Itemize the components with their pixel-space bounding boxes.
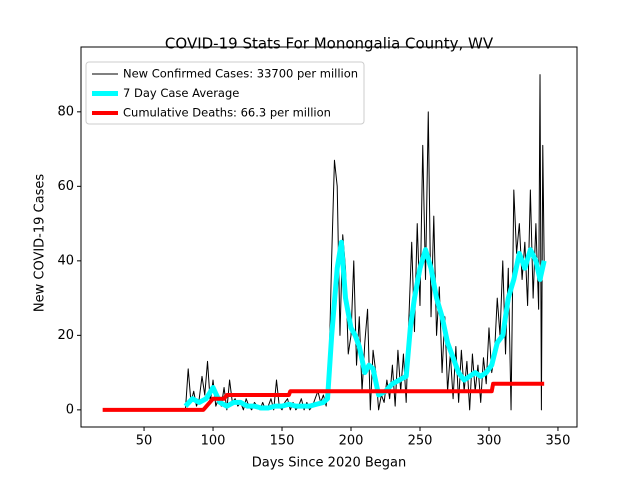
- axes-frame: [80, 46, 578, 428]
- legend-label: New Confirmed Cases: 33700 per million: [123, 67, 358, 81]
- legend-label: Cumulative Deaths: 66.3 per million: [123, 106, 331, 120]
- series-line: [183, 239, 547, 411]
- y-tick-label: 40: [57, 253, 74, 268]
- legend-box: [85, 61, 365, 125]
- x-tick-label: 150: [270, 434, 295, 449]
- chart-title: COVID-19 Stats For Monongalia County, WV: [165, 35, 494, 53]
- y-tick-label: 0: [66, 402, 74, 417]
- x-tick-label: 250: [408, 434, 433, 449]
- y-tick-label: 80: [57, 104, 74, 119]
- y-axis-label: New COVID-19 Cases: [33, 174, 48, 312]
- x-tick-label: 350: [546, 434, 571, 449]
- x-tick-label: 200: [339, 434, 364, 449]
- y-tick-label: 20: [57, 328, 74, 343]
- x-axis-label: Days Since 2020 Began: [252, 456, 407, 471]
- x-tick-label: 300: [477, 434, 502, 449]
- y-tick-label: 60: [57, 179, 74, 194]
- legend-label: 7 Day Case Average: [123, 86, 239, 100]
- legend: New Confirmed Cases: 33700 per million 7 …: [85, 61, 365, 125]
- x-tick-label: 100: [201, 434, 226, 449]
- series-line: [184, 74, 545, 411]
- x-tick-label: 50: [136, 434, 153, 449]
- series-line: [102, 381, 545, 412]
